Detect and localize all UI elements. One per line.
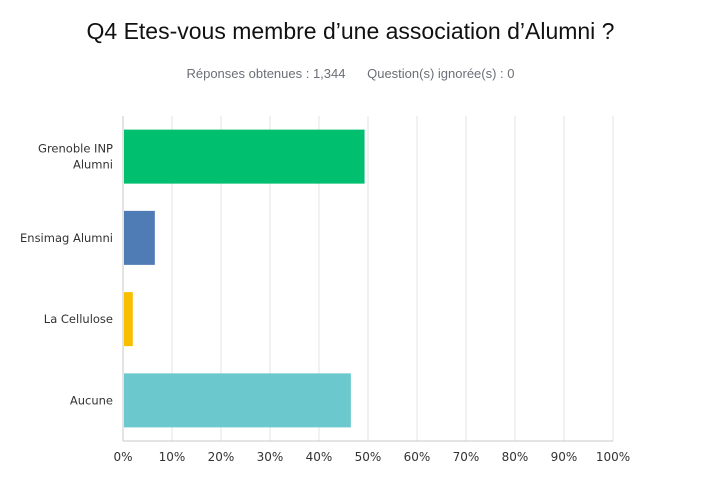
x-tick-label: 40% <box>306 450 333 464</box>
responses-count: Réponses obtenues : 1,344 <box>186 66 346 81</box>
x-tick-label: 70% <box>453 450 480 464</box>
category-label: Ensimag Alumni <box>20 231 113 245</box>
x-tick-label: 60% <box>404 450 431 464</box>
skipped-count: Question(s) ignorée(s) : 0 <box>367 66 515 81</box>
x-tick-label: 0% <box>113 450 132 464</box>
x-tick-label: 50% <box>355 450 382 464</box>
response-summary: Réponses obtenues : 1,344 Question(s) ig… <box>0 66 701 81</box>
x-tick-label: 30% <box>257 450 284 464</box>
bar[interactable] <box>124 129 365 184</box>
category-labels: Grenoble INP Alumni Ensimag Alumni La Cellu… <box>20 142 113 408</box>
bar[interactable] <box>124 210 155 265</box>
chart-title: Q4 Etes-vous membre d’une association d’… <box>86 18 615 44</box>
x-tick-label: 10% <box>159 450 186 464</box>
x-tick-label: 80% <box>502 450 529 464</box>
bar[interactable] <box>124 292 133 347</box>
category-label: Aucune <box>70 393 113 407</box>
category-label: La Cellulose <box>44 312 113 326</box>
x-tick-label: 20% <box>208 450 235 464</box>
x-tick-label: 90% <box>551 450 578 464</box>
bar[interactable] <box>124 373 351 428</box>
category-label: Grenoble INP Alumni <box>38 142 113 172</box>
bars <box>124 129 365 428</box>
x-tick-labels: 0% 10% 20% 30% 40% 50% 60% 70% 80% 90% 100% <box>113 450 630 464</box>
x-tick-label: 100% <box>596 450 630 464</box>
